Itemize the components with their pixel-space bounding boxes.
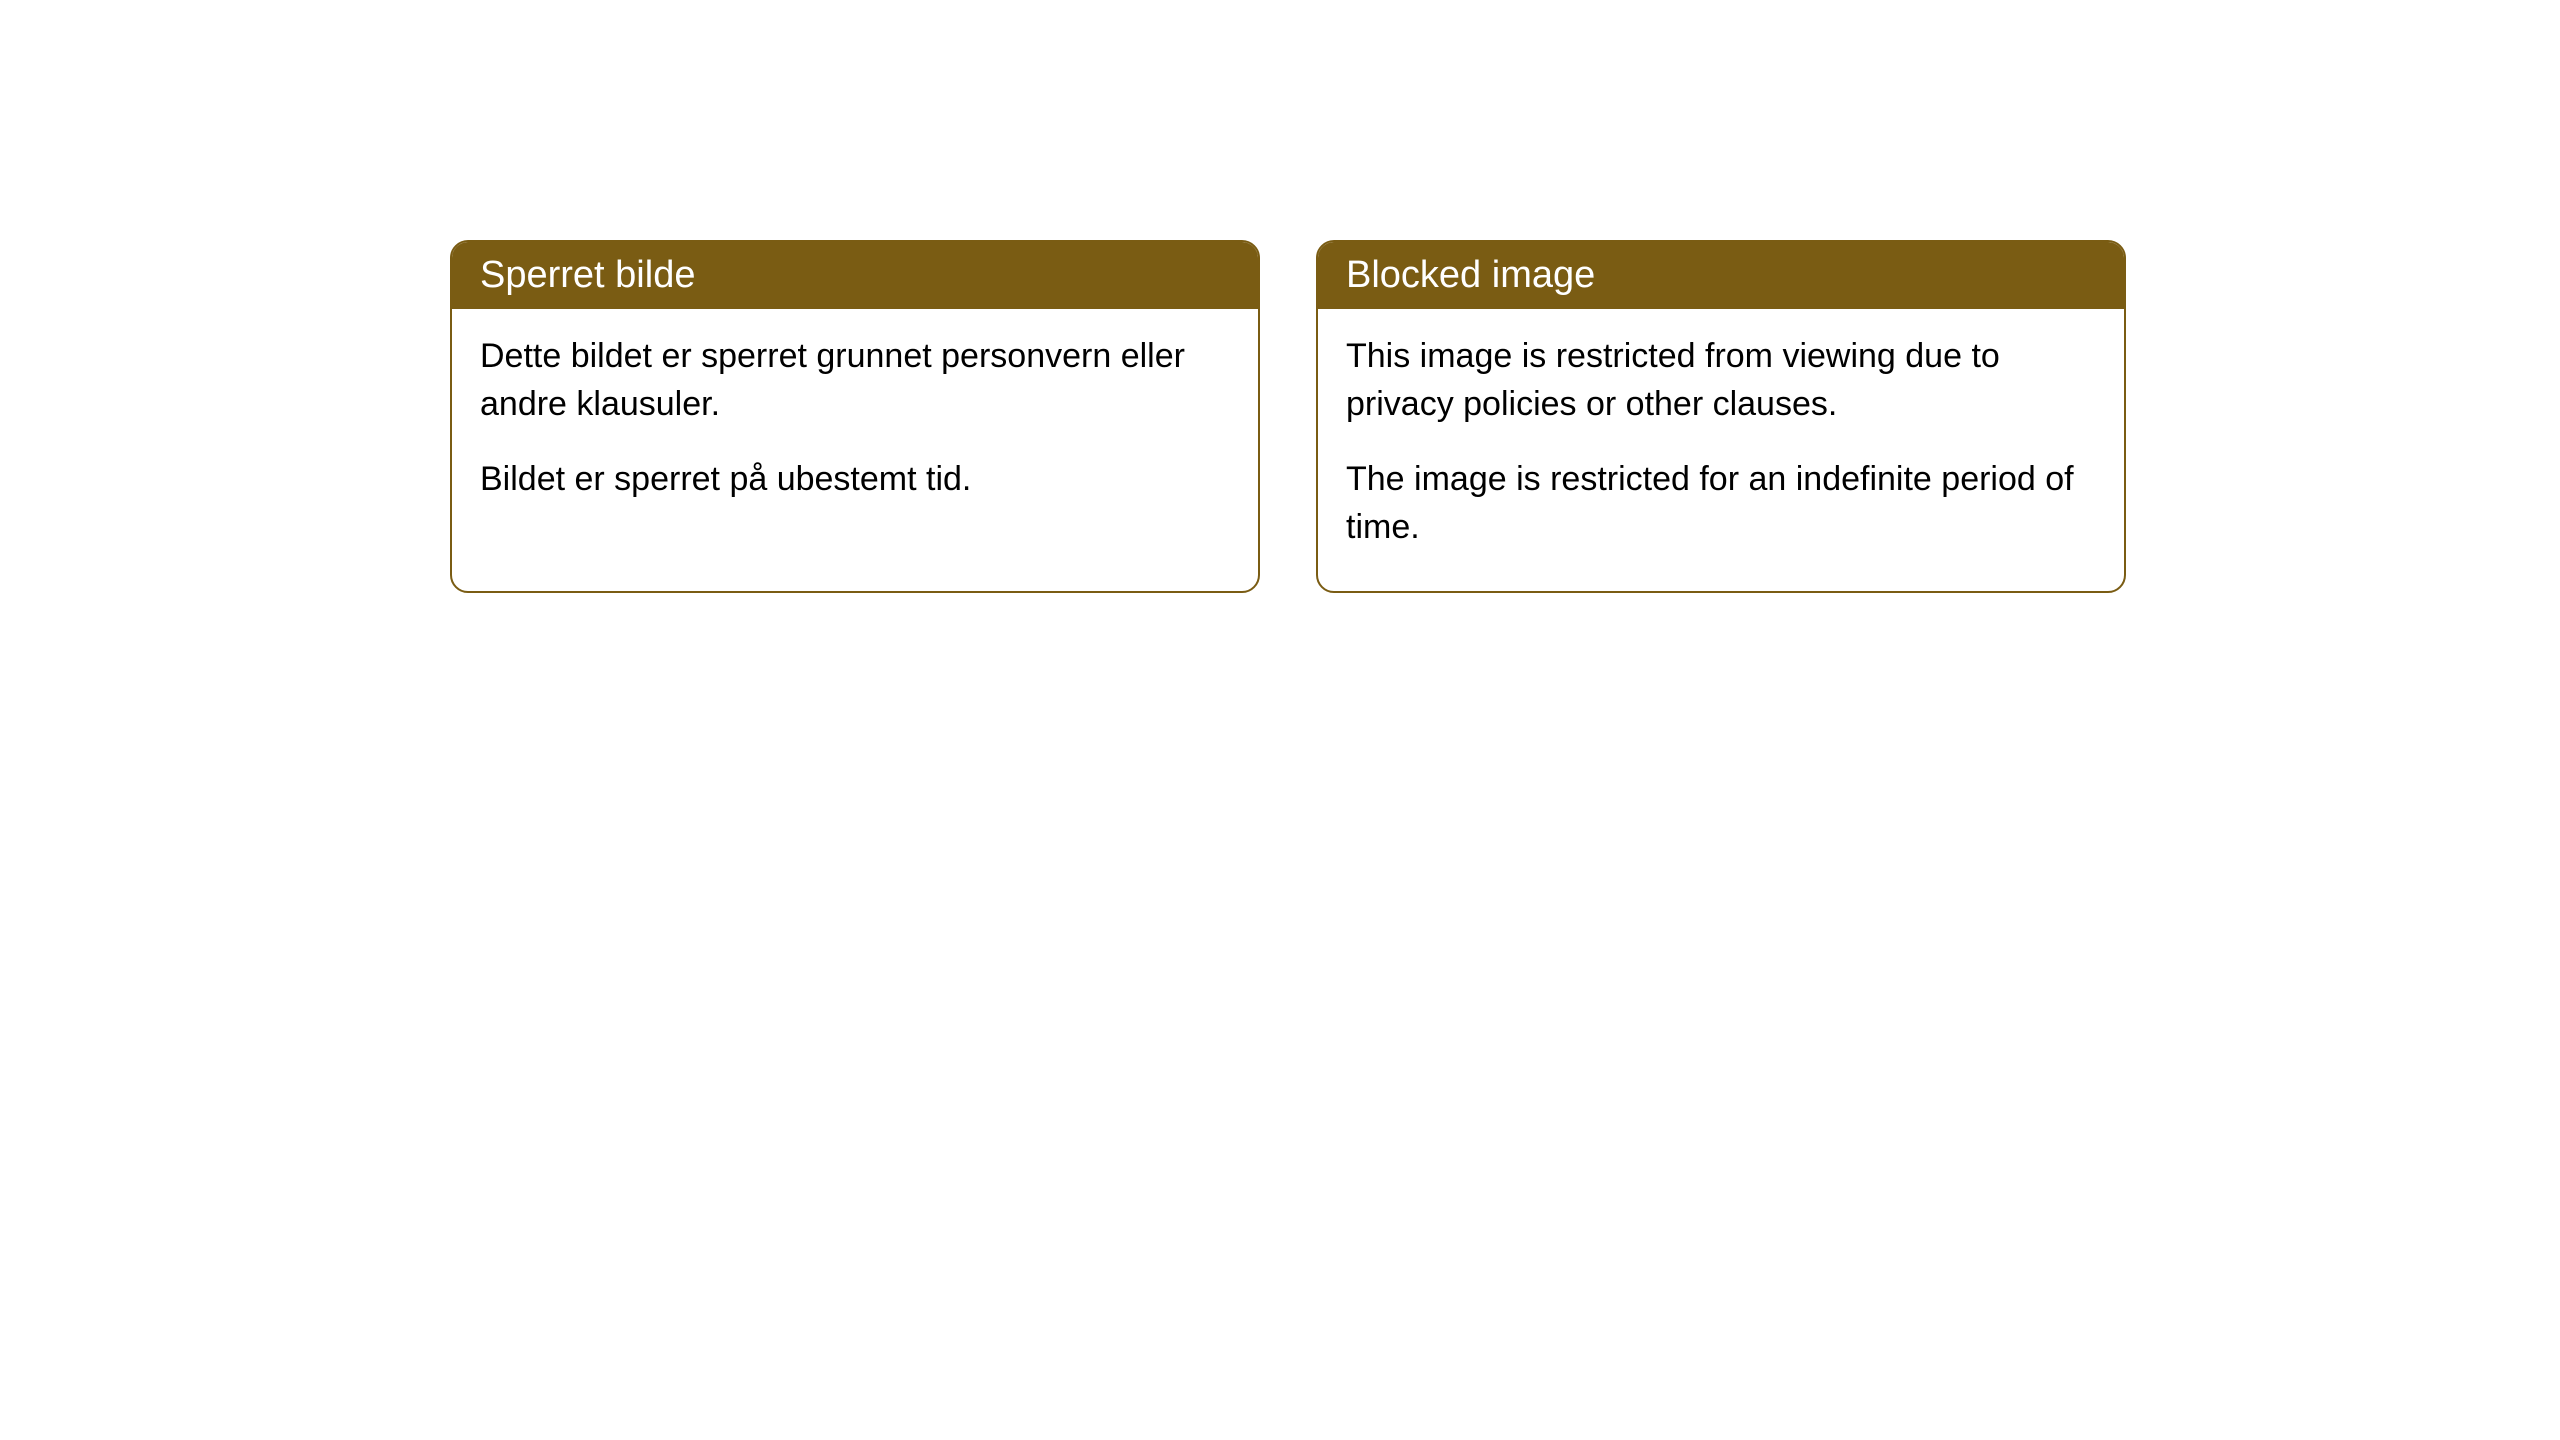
cards-container: Sperret bilde Dette bildet er sperret gr… [450,240,2126,593]
card-paragraph-1: This image is restricted from viewing du… [1346,333,2096,428]
card-title: Sperret bilde [480,254,695,296]
blocked-image-card-english: Blocked image This image is restricted f… [1316,240,2126,593]
card-header: Sperret bilde [452,242,1258,309]
card-paragraph-2: Bildet er sperret på ubestemt tid. [480,456,1230,504]
card-body: This image is restricted from viewing du… [1318,309,2124,591]
blocked-image-card-norwegian: Sperret bilde Dette bildet er sperret gr… [450,240,1260,593]
card-title: Blocked image [1346,254,1595,296]
card-body: Dette bildet er sperret grunnet personve… [452,309,1258,544]
card-paragraph-1: Dette bildet er sperret grunnet personve… [480,333,1230,428]
card-header: Blocked image [1318,242,2124,309]
card-paragraph-2: The image is restricted for an indefinit… [1346,456,2096,551]
